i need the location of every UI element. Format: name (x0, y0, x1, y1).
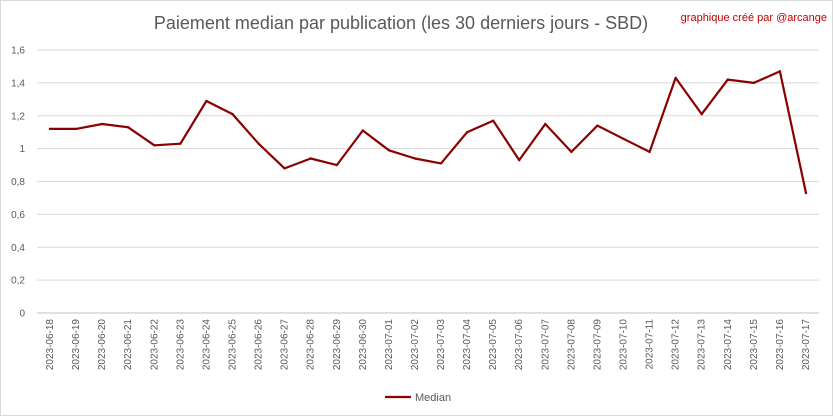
data-point (153, 144, 156, 147)
x-tick-label: 2023-06-25 (228, 319, 239, 371)
data-point (726, 78, 729, 81)
data-point (127, 126, 130, 129)
data-point (413, 157, 417, 160)
data-point (74, 127, 78, 131)
x-tick-label: 2023-07-11 (645, 319, 656, 370)
x-tick-label: 2023-07-07 (540, 319, 551, 371)
data-point (491, 119, 495, 122)
data-point (752, 81, 756, 85)
data-point (257, 142, 260, 145)
x-tick-label: 2023-07-04 (462, 319, 473, 371)
x-axis: 2023-06-18 2023-06-19 2023-06-20 2023-06-21… (45, 319, 812, 371)
x-tick-label: 2023-07-15 (749, 319, 760, 371)
legend: Median (385, 392, 451, 404)
data-point (622, 137, 625, 140)
x-tick-label: 2023-06-27 (280, 319, 291, 371)
x-tick-label: 2023-07-01 (384, 319, 395, 371)
x-tick-label: 2023-06-29 (332, 319, 343, 371)
data-point (439, 162, 443, 165)
chart-title: Paiement median par publication (les 30 … (154, 13, 648, 33)
y-tick-label: 0,6 (11, 210, 25, 221)
data-point (309, 157, 312, 160)
data-point (231, 112, 234, 116)
y-tick-label: 0,2 (11, 276, 25, 287)
data-point (518, 158, 521, 162)
x-tick-label: 2023-07-13 (697, 319, 708, 371)
x-tick-label: 2023-06-18 (45, 319, 56, 371)
y-tick-label: 1 (19, 144, 25, 155)
x-tick-label: 2023-07-06 (514, 319, 525, 371)
x-tick-label: 2023-07-02 (410, 319, 421, 371)
data-point (570, 150, 573, 154)
x-tick-label: 2023-07-08 (566, 319, 577, 371)
x-tick-label: 2023-06-30 (358, 319, 369, 371)
x-tick-label: 2023-06-22 (149, 319, 160, 371)
data-point (335, 163, 338, 167)
data-point (361, 129, 365, 132)
data-point (387, 149, 391, 152)
x-tick-label: 2023-06-23 (175, 319, 186, 371)
series-line-median (48, 70, 808, 195)
x-tick-label: 2023-07-17 (801, 319, 812, 371)
chart-credit: graphique créé par @arcange (681, 12, 827, 24)
data-point (205, 99, 208, 103)
data-point (179, 142, 182, 145)
x-tick-label: 2023-06-28 (306, 319, 317, 371)
y-axis: 0 0,2 0,4 0,6 0,8 1 1,2 1,4 1,6 (11, 46, 25, 320)
x-tick-label: 2023-07-12 (671, 319, 682, 371)
data-point (674, 76, 677, 80)
x-tick-label: 2023-07-05 (488, 319, 499, 371)
x-tick-label: 2023-07-10 (619, 319, 630, 371)
gridlines (37, 49, 819, 314)
data-point (804, 191, 808, 195)
y-tick-label: 1,6 (11, 46, 25, 57)
y-tick-label: 0,4 (11, 243, 25, 254)
x-tick-label: 2023-07-09 (592, 319, 603, 371)
legend-label: Median (415, 392, 451, 404)
x-tick-label: 2023-07-14 (723, 319, 734, 371)
data-point (544, 122, 547, 126)
data-point (648, 150, 651, 154)
y-tick-label: 1,2 (11, 111, 25, 122)
x-tick-label: 2023-06-26 (254, 319, 265, 371)
data-point (48, 127, 52, 131)
series-layer (48, 70, 808, 195)
x-tick-label: 2023-06-19 (71, 319, 82, 371)
data-point (596, 124, 599, 127)
data-point (283, 167, 286, 170)
data-point (465, 130, 469, 134)
data-point (100, 122, 104, 126)
data-point (778, 70, 782, 73)
y-tick-label: 0 (19, 309, 25, 320)
x-tick-label: 2023-06-24 (201, 319, 212, 371)
x-tick-label: 2023-07-16 (775, 319, 786, 371)
x-tick-label: 2023-07-03 (436, 319, 447, 371)
y-tick-label: 1,4 (11, 78, 25, 89)
x-tick-label: 2023-06-20 (97, 319, 108, 371)
x-tick-label: 2023-06-21 (123, 319, 134, 371)
y-tick-label: 0,8 (11, 177, 25, 188)
data-point (700, 112, 703, 116)
